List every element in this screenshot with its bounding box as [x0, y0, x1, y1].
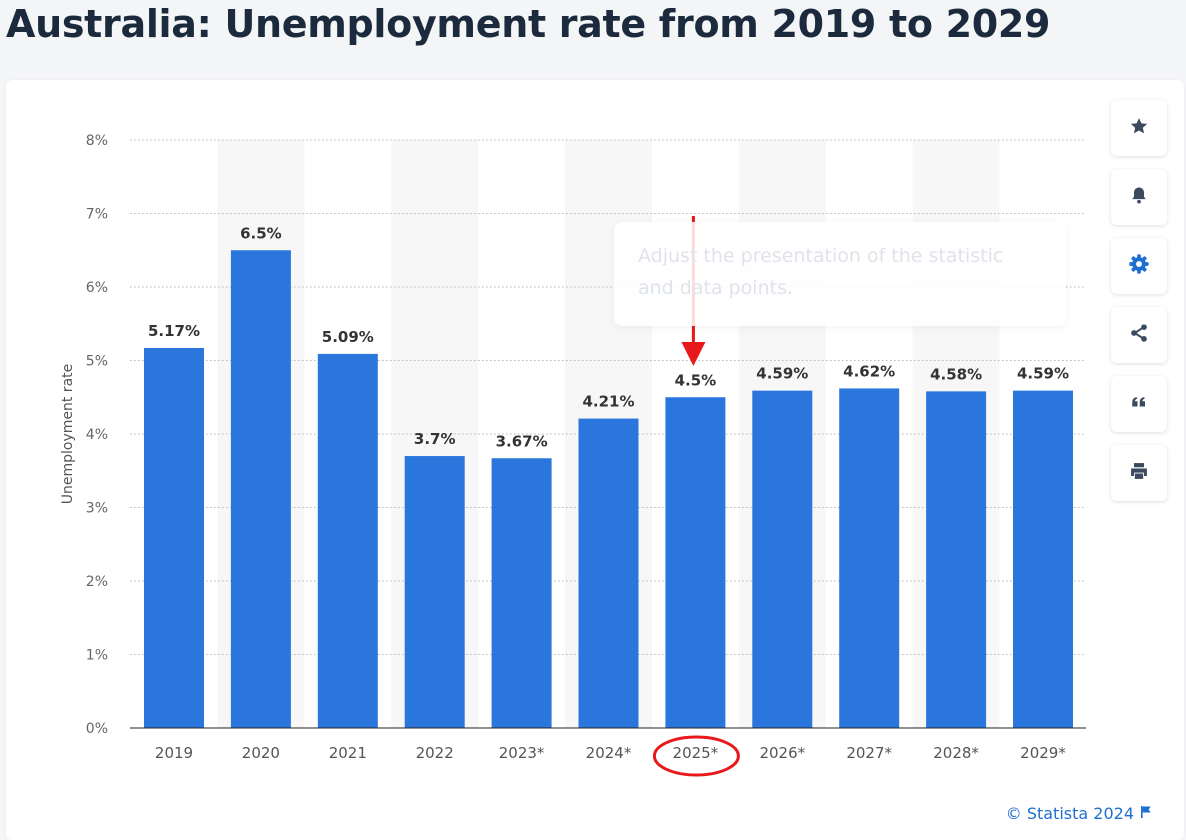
x-tick-label: 2021 — [329, 744, 367, 762]
favorite-button[interactable] — [1111, 100, 1167, 156]
x-tick-label: 2029* — [1020, 744, 1066, 762]
x-tick-label: 2026* — [759, 744, 805, 762]
y-axis-title: Unemployment rate — [60, 364, 76, 505]
x-tick-label: 2022 — [416, 744, 454, 762]
credit-text: © Statista 2024 — [1005, 804, 1134, 823]
annotation-arrow-head — [681, 342, 706, 366]
bar-value-label: 5.09% — [322, 328, 374, 346]
y-tick-label: 8% — [86, 133, 108, 149]
bar-value-label: 4.58% — [930, 365, 982, 383]
x-tick-label: 2023* — [499, 744, 545, 762]
highlight-circle — [652, 735, 740, 777]
bar-value-label: 4.59% — [756, 365, 808, 383]
tooltip-text: Adjust the presentation of the statistic… — [638, 245, 1004, 299]
print-icon — [1129, 461, 1149, 485]
settings-button[interactable] — [1111, 238, 1167, 294]
y-tick-label: 3% — [86, 501, 108, 517]
y-tick-label: 7% — [86, 207, 108, 223]
x-tick-label: 2020 — [242, 744, 280, 762]
bar-value-label: 6.5% — [240, 224, 282, 242]
x-tick-label: 2028* — [933, 744, 979, 762]
bar[interactable] — [230, 250, 291, 728]
bar[interactable] — [839, 388, 900, 728]
quote-icon — [1130, 393, 1148, 415]
bar[interactable] — [752, 390, 813, 728]
bar-value-label: 4.62% — [843, 362, 895, 380]
y-tick-label: 1% — [86, 648, 108, 664]
bar[interactable] — [1013, 390, 1073, 728]
x-tick-label: 2024* — [586, 744, 632, 762]
bar[interactable] — [665, 397, 726, 728]
bar-value-label: 4.5% — [675, 371, 717, 389]
y-tick-label: 2% — [86, 574, 108, 590]
y-tick-label: 4% — [86, 427, 108, 443]
statista-credit[interactable]: © Statista 2024 — [1006, 804, 1152, 823]
flag-icon — [1140, 804, 1152, 823]
gear-icon — [1128, 253, 1150, 279]
bar[interactable] — [144, 348, 204, 728]
bar-value-label: 3.67% — [496, 432, 548, 450]
y-tick-label: 5% — [86, 354, 108, 370]
notification-button[interactable] — [1111, 169, 1167, 225]
bar[interactable] — [926, 391, 987, 728]
share-button[interactable] — [1111, 307, 1167, 363]
bar[interactable] — [317, 353, 378, 728]
bar[interactable] — [491, 458, 552, 728]
y-tick-label: 0% — [86, 721, 108, 737]
bell-icon — [1129, 185, 1149, 209]
bar-value-label: 5.17% — [148, 322, 200, 340]
page-title: Australia: Unemployment rate from 2019 t… — [6, 2, 1051, 46]
x-tick-label: 2019 — [155, 744, 193, 762]
bar[interactable] — [578, 418, 639, 728]
share-icon — [1129, 323, 1149, 347]
x-tick-label: 2027* — [846, 744, 892, 762]
bar-value-label: 4.21% — [582, 393, 634, 411]
settings-tooltip: Adjust the presentation of the statistic… — [614, 222, 1066, 326]
x-tick-label: 2025* — [673, 744, 719, 762]
cite-button[interactable] — [1111, 376, 1167, 432]
star-icon — [1129, 116, 1149, 140]
y-tick-label: 6% — [86, 280, 108, 296]
bar-value-label: 4.59% — [1017, 365, 1069, 383]
bar-value-label: 3.7% — [414, 430, 456, 448]
print-button[interactable] — [1111, 445, 1167, 501]
bar[interactable] — [404, 456, 465, 728]
